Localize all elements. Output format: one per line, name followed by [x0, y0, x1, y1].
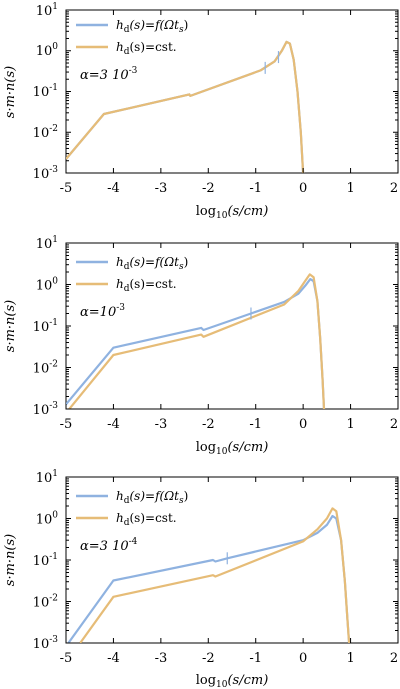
- panel-3-axis-ticks: [65, 476, 399, 644]
- panel-2-ytick-label: 10-3: [33, 401, 59, 418]
- panel-3-legend: hd(s)=f(Ωts) hd(s)=cst.: [76, 489, 188, 528]
- panel-2-ytick-label: 100: [36, 277, 59, 294]
- panel-3-series-2-line: [79, 507, 351, 643]
- panel-2-x-tick-labels: -5 -4 -3 -2 -1 0 1 2: [60, 417, 398, 432]
- panel-1-ytick-label: 10-3: [33, 165, 59, 182]
- panel-1: hd(s)=f(Ωts) hd(s)=cst. α=3 10-3 101 100…: [3, 2, 399, 221]
- panel-1-series-1-line: [66, 40, 305, 173]
- panel-2-plot: [65, 242, 399, 410]
- panel-3-xtick-label: -5: [60, 651, 73, 666]
- panel-2: hd(s)=f(Ωts) hd(s)=cst. α=10-3 101 100 1…: [3, 235, 399, 457]
- panel-1-legend-label-2: hd(s)=cst.: [116, 40, 177, 57]
- panel-3-y-axis-label: s·m·n(s): [3, 534, 18, 586]
- panel-3-xtick-label: -4: [107, 651, 120, 666]
- panel-3-series-1-line: [67, 514, 351, 643]
- panel-1-xtick-label: 2: [390, 181, 398, 196]
- panel-1-tick-marks: [264, 51, 280, 74]
- panel-3-x-axis-label: log10(s/cm): [196, 673, 269, 689]
- panel-1-series: [66, 40, 305, 173]
- panel-3-xtick-label: -3: [155, 651, 168, 666]
- panel-2-xtick-label: 2: [390, 417, 398, 432]
- panel-3-legend-label-2: hd(s)=cst.: [116, 511, 177, 528]
- panel-3-xtick-label: -2: [202, 651, 215, 666]
- panel-1-legend-label-1: hd(s)=f(Ωts): [116, 18, 188, 35]
- panel-1-xtick-label: -4: [107, 181, 120, 196]
- panel-1-series-2-line: [66, 40, 305, 173]
- panel-1-axis-ticks: [65, 9, 399, 174]
- panel-3-xtick-label: 1: [346, 651, 354, 666]
- panel-1-xtick-label: -5: [60, 181, 73, 196]
- panel-2-xtick-label: 1: [346, 417, 354, 432]
- panel-2-y-axis-label: s·m·n(s): [3, 300, 18, 352]
- panel-3-ytick-label: 10-3: [33, 635, 59, 652]
- panel-1-ytick-label: 101: [36, 2, 58, 19]
- panel-3-xtick-label: -1: [249, 651, 262, 666]
- panel-3-xtick-label: 2: [390, 651, 398, 666]
- panel-3-x-tick-labels: -5 -4 -3 -2 -1 0 1 2: [60, 651, 398, 666]
- panel-2-ytick-label: 101: [36, 235, 58, 252]
- panel-3-series: [67, 507, 351, 643]
- panel-2-legend-label-2: hd(s)=cst.: [116, 277, 177, 294]
- panel-2-xtick-label: -3: [155, 417, 168, 432]
- panel-3-xtick-label: 0: [299, 651, 307, 666]
- panel-3-ytick-label: 10-2: [33, 594, 58, 611]
- panel-3-ytick-label: 100: [36, 511, 59, 528]
- panel-1-xtick-label: -2: [202, 181, 215, 196]
- panel-1-ytick-label: 100: [36, 42, 59, 59]
- panel-2-xtick-label: 0: [299, 417, 307, 432]
- panel-2-xtick-label: -4: [107, 417, 120, 432]
- panel-1-y-axis-label: s·m·n(s): [3, 66, 18, 118]
- panel-1-x-tick-labels: -5 -4 -3 -2 -1 0 1 2: [60, 181, 398, 196]
- panel-2-ytick-label: 10-2: [33, 360, 58, 377]
- panel-2-ytick-label: 10-1: [33, 318, 58, 335]
- panel-1-plot: [65, 9, 399, 174]
- panel-2-xtick-label: -2: [202, 417, 215, 432]
- panel-2-alpha-annotation: α=10-3: [80, 303, 125, 320]
- panel-3-alpha-annotation: α=3 10-4: [80, 537, 138, 554]
- panel-3-y-tick-labels: 101 100 10-1 10-2 10-3: [33, 469, 59, 652]
- panel-1-ytick-label: 10-2: [33, 124, 58, 141]
- panel-2-x-axis-label: log10(s/cm): [196, 440, 269, 457]
- panel-2-xtick-label: -5: [60, 417, 73, 432]
- panel-2-series-2-line: [67, 273, 326, 409]
- panel-2-xtick-label: -1: [249, 417, 262, 432]
- panel-3: hd(s)=f(Ωts) hd(s)=cst. α=3 10-4 101 100…: [3, 469, 399, 689]
- panel-3-ytick-label: 101: [36, 469, 58, 486]
- panel-2-legend: hd(s)=f(Ωts) hd(s)=cst.: [76, 255, 188, 294]
- panel-2-legend-label-1: hd(s)=f(Ωts): [116, 255, 188, 272]
- panel-3-legend-label-1: hd(s)=f(Ωts): [116, 489, 188, 506]
- panel-3-ytick-label: 10-1: [33, 552, 58, 569]
- panel-2-series: [66, 273, 326, 409]
- panel-2-series-1-line: [66, 278, 326, 409]
- panel-2-axis-ticks: [65, 242, 399, 410]
- panel-1-legend: hd(s)=f(Ωts) hd(s)=cst.: [76, 18, 188, 57]
- panel-1-frame: [65, 9, 399, 174]
- panel-2-y-tick-labels: 101 100 10-1 10-2 10-3: [33, 235, 59, 418]
- panel-1-ytick-label: 10-1: [33, 83, 58, 100]
- panel-1-xtick-label: -1: [249, 181, 262, 196]
- panel-1-xtick-label: 1: [346, 181, 354, 196]
- panel-3-plot: [65, 476, 399, 644]
- panel-1-xtick-label: 0: [299, 181, 307, 196]
- panel-1-xtick-label: -3: [155, 181, 168, 196]
- panel-1-alpha-annotation: α=3 10-3: [80, 66, 138, 83]
- panel-1-y-tick-labels: 101 100 10-1 10-2 10-3: [33, 2, 59, 182]
- panel-1-x-axis-label: log10(s/cm): [196, 204, 269, 221]
